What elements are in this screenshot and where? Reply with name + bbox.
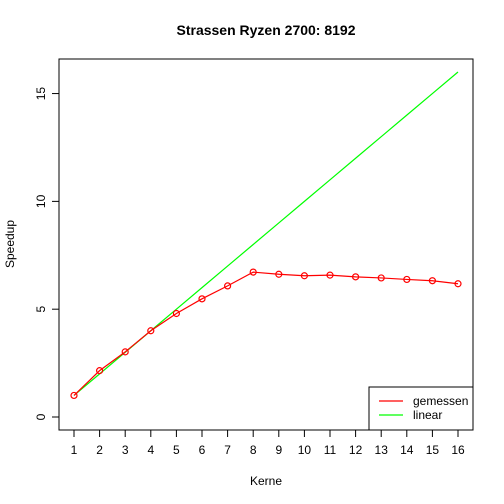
- x-tick-label: 8: [250, 443, 257, 457]
- y-tick-label: 15: [34, 87, 48, 101]
- legend-box: [368, 386, 474, 431]
- data-point-gemessen: [300, 272, 308, 280]
- series-layer: [70, 71, 462, 400]
- y-axis: 0 5 10 15: [34, 87, 60, 420]
- x-tick-label: 1: [71, 443, 78, 457]
- data-point-gemessen: [403, 275, 411, 284]
- data-point-gemessen: [326, 271, 334, 279]
- y-axis-label: Speedup: [3, 220, 17, 268]
- y-tick-label: 0: [34, 413, 48, 420]
- data-point-gemessen: [377, 274, 385, 282]
- x-tick-label: 13: [375, 443, 389, 457]
- data-point-gemessen: [198, 295, 206, 303]
- x-tick-label: 15: [426, 443, 440, 457]
- x-tick-label: 6: [199, 443, 206, 457]
- data-point-gemessen: [95, 367, 104, 375]
- x-axis-label: Kerne: [250, 474, 282, 488]
- x-tick-label: 5: [173, 443, 180, 457]
- data-point-gemessen: [172, 309, 180, 318]
- x-tick-label: 12: [349, 443, 363, 457]
- plot-frame: [58, 58, 474, 431]
- x-tick-label: 9: [275, 443, 282, 457]
- x-tick-label: 4: [147, 443, 154, 457]
- x-tick-label: 7: [224, 443, 231, 457]
- data-point-gemessen: [275, 270, 283, 278]
- x-tick-label: 2: [96, 443, 103, 457]
- data-point-gemessen: [428, 277, 436, 285]
- data-point-gemessen: [70, 391, 78, 400]
- data-point-gemessen: [121, 348, 129, 356]
- x-tick-label: 11: [324, 443, 337, 457]
- data-point-gemessen: [352, 273, 360, 281]
- x-tick-label: 14: [400, 443, 414, 457]
- x-tick-label: 10: [298, 443, 312, 457]
- legend-label-linear: linear: [413, 408, 442, 422]
- y-tick-label: 10: [34, 194, 48, 208]
- y-tick-label: 5: [34, 306, 48, 313]
- data-point-gemessen: [454, 280, 462, 288]
- data-point-gemessen: [249, 268, 257, 276]
- legend-label-gemessen: gemessen: [413, 394, 468, 408]
- data-point-gemessen: [224, 282, 232, 290]
- chart-title: Strassen Ryzen 2700: 8192: [177, 22, 356, 38]
- data-point-gemessen: [147, 327, 155, 335]
- x-tick-label: 16: [451, 443, 465, 457]
- series-line-gemessen: [73, 271, 459, 396]
- x-axis: 1 2 3 4 5 6 7 8 9 10 11 12 13 14 15 16: [71, 429, 465, 457]
- x-tick-label: 3: [122, 443, 129, 457]
